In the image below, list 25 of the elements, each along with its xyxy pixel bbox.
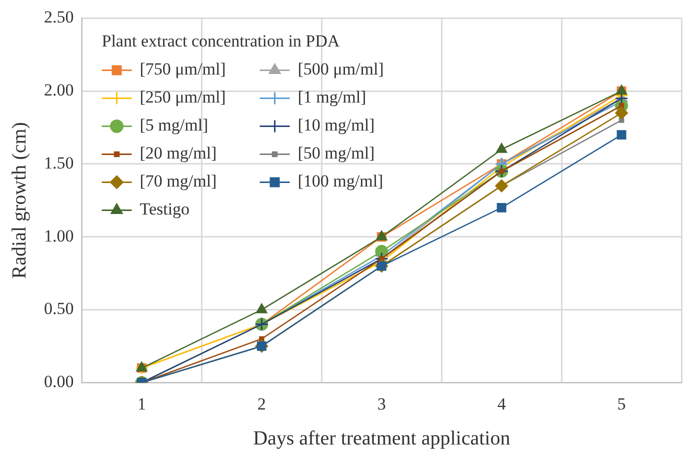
legend-label: [50 mg/ml] — [298, 144, 375, 163]
legend-label: [500 μm/ml] — [298, 60, 384, 79]
y-tick-label: 2.00 — [44, 80, 74, 100]
x-tick-label: 5 — [617, 394, 626, 414]
legend-title: Plant extract concentration in PDA — [102, 32, 340, 51]
legend-label: [750 μm/ml] — [140, 60, 226, 79]
legend-label: [100 mg/ml] — [298, 172, 384, 191]
legend-label: [10 mg/ml] — [298, 116, 375, 135]
x-axis-title: Days after treatment application — [253, 427, 510, 450]
x-tick-label: 3 — [377, 394, 386, 414]
legend-label: [250 μm/ml] — [140, 88, 226, 107]
x-tick-label: 2 — [257, 394, 266, 414]
y-tick-label: 1.50 — [44, 153, 74, 172]
legend-label: [1 mg/ml] — [298, 88, 366, 107]
legend-label: [70 mg/ml] — [140, 172, 217, 191]
x-tick-label: 4 — [497, 394, 506, 414]
y-tick-label: 1.00 — [44, 226, 74, 246]
y-tick-label: 0.50 — [44, 299, 74, 318]
legend-label: Testigo — [140, 200, 190, 219]
x-tick-label: 1 — [137, 394, 146, 414]
legend-label: [20 mg/ml] — [140, 144, 217, 163]
legend-label: [5 mg/ml] — [140, 116, 208, 135]
y-tick-label: 2.50 — [44, 8, 74, 27]
y-tick-label: 0.00 — [44, 372, 74, 392]
y-axis-title: Radial growth (cm) — [8, 122, 30, 279]
